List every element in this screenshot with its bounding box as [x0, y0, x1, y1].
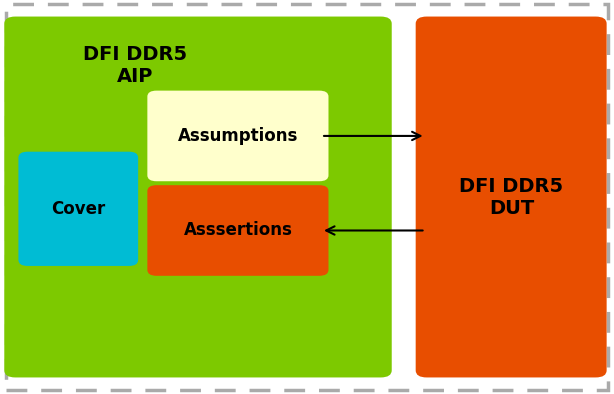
Text: DFI DDR5
DUT: DFI DDR5 DUT: [459, 177, 564, 217]
Text: Assumptions: Assumptions: [177, 127, 298, 145]
FancyBboxPatch shape: [18, 152, 138, 266]
FancyBboxPatch shape: [416, 17, 607, 377]
Text: Cover: Cover: [51, 200, 106, 218]
FancyBboxPatch shape: [147, 91, 328, 181]
FancyBboxPatch shape: [147, 185, 328, 276]
FancyBboxPatch shape: [4, 17, 392, 377]
Text: Asssertions: Asssertions: [184, 221, 292, 240]
Text: DFI DDR5
AIP: DFI DDR5 AIP: [83, 45, 187, 86]
